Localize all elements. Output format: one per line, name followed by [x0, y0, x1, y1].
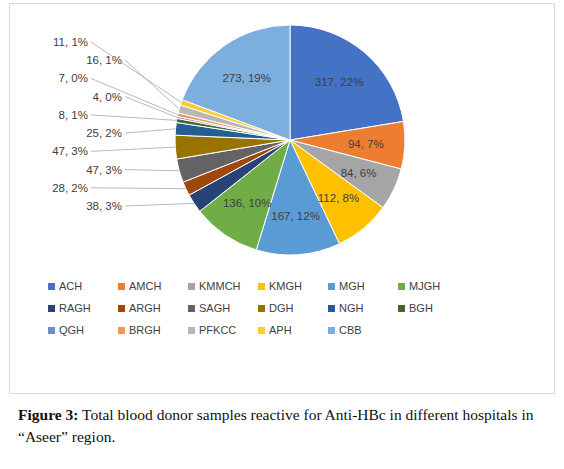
data-label: 8, 1% [59, 109, 88, 121]
legend-swatch [188, 327, 195, 334]
legend-label: APH [269, 324, 292, 336]
legend-label: RAGH [59, 302, 91, 314]
legend-swatch [118, 327, 125, 334]
leader-line [91, 42, 181, 102]
legend-swatch [258, 305, 265, 312]
leader-line [91, 147, 175, 151]
legend-swatch [188, 305, 195, 312]
data-label: 16, 1% [86, 54, 122, 66]
data-label: 4, 0% [93, 91, 122, 103]
legend-label: BRGH [129, 324, 161, 336]
slices [175, 25, 405, 255]
data-label: 273, 19% [222, 72, 271, 84]
legend-swatch [188, 283, 195, 290]
legend-swatch [398, 305, 405, 312]
caption: Figure 3: Total blood donor samples reac… [18, 404, 546, 448]
data-labels: 317, 22% 94, 7% 84, 6% 112, 8% 167, 12%136, … [52, 36, 384, 222]
legend-swatch [258, 283, 265, 290]
legend-label: MJGH [409, 280, 440, 292]
data-label: 38, 3% [86, 200, 122, 212]
caption-label: Figure 3: [18, 406, 78, 423]
leader-line [91, 187, 186, 189]
legend-label: AMCH [129, 280, 161, 292]
legend-label: DGH [269, 302, 294, 314]
leader-line [91, 115, 177, 121]
legend-swatch [398, 283, 405, 290]
legend-label: KMMCH [199, 280, 241, 292]
pie-slice [182, 25, 290, 140]
legend: ACH AMCH KMMCH KMGH MGH MJGH RAGH ARGH SAGH DGH NG… [48, 280, 440, 336]
legend-swatch [118, 283, 125, 290]
legend-label: ARGH [129, 302, 161, 314]
legend-label: CBB [339, 324, 362, 336]
leader-line [125, 60, 179, 109]
legend-swatch [328, 327, 335, 334]
data-label: 47, 3% [86, 164, 122, 176]
legend-swatch [48, 327, 55, 334]
legend-swatch [258, 327, 265, 334]
leader-line [125, 129, 176, 133]
data-label: 94, 7% [348, 138, 384, 150]
legend-label: MGH [339, 280, 365, 292]
legend-label: KMGH [269, 280, 302, 292]
data-label: 11, 1% [53, 36, 88, 48]
data-label: 112, 8% [318, 192, 359, 204]
legend-label: QGH [59, 324, 84, 336]
legend-swatch [48, 305, 55, 312]
data-label: 28, 2% [52, 182, 88, 194]
leader-line [125, 203, 194, 206]
legend-label: PFKCC [199, 324, 236, 336]
data-label: 84, 6% [341, 167, 377, 179]
chart: 317, 22% 94, 7% 84, 6% 112, 8% 167, 12%136, … [0, 0, 564, 400]
legend-label: NGH [339, 302, 364, 314]
caption-text: Total blood donor samples reactive for A… [18, 406, 534, 445]
pie-slice [290, 25, 403, 140]
legend-swatch [328, 283, 335, 290]
leader-line [125, 170, 179, 171]
legend-swatch [328, 305, 335, 312]
legend-swatch [118, 305, 125, 312]
legend-label: BGH [409, 302, 433, 314]
data-label: 167, 12% [271, 210, 320, 222]
data-label: 136, 10% [223, 197, 272, 209]
chart-frame [10, 4, 555, 394]
data-label: 317, 22% [315, 76, 364, 88]
data-label: 7, 0% [59, 72, 88, 84]
legend-label: SAGH [199, 302, 230, 314]
data-label: 47, 3% [52, 145, 88, 157]
legend-swatch [48, 283, 55, 290]
leader-line [91, 78, 178, 114]
legend-label: ACH [59, 280, 82, 292]
data-label: 25, 2% [86, 127, 122, 139]
